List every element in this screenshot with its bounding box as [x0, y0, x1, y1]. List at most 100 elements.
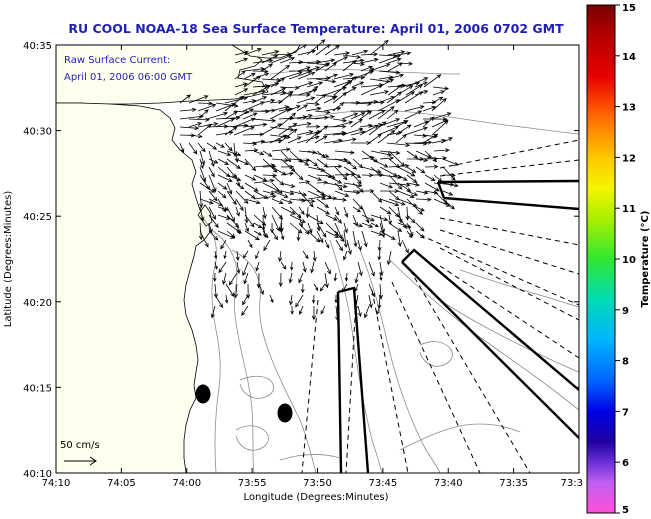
current-vector-arrow	[199, 182, 216, 193]
current-vector-arrow	[404, 126, 428, 136]
current-vector-arrow	[270, 54, 293, 64]
current-vector-arrow	[244, 190, 256, 199]
current-vector-arrow	[370, 222, 380, 228]
current-vector-arrow	[406, 190, 419, 196]
current-vector-arrow	[422, 133, 439, 144]
current-vector-arrow	[415, 150, 432, 159]
current-vector-arrow	[351, 49, 369, 56]
current-vector-arrow	[270, 64, 291, 80]
current-vector-arrow	[315, 78, 337, 84]
current-vector-arrow	[354, 283, 359, 292]
current-vector-arrow	[415, 230, 425, 239]
current-vector-arrow	[406, 174, 418, 184]
current-vector-arrow	[242, 101, 265, 112]
current-vector-arrow	[234, 88, 249, 96]
current-vector-arrow	[361, 230, 368, 248]
current-vector-arrow	[235, 182, 245, 190]
x-tick-label: 74:10	[42, 478, 71, 489]
current-vector-arrow	[343, 172, 356, 177]
current-vector-arrow	[297, 66, 311, 72]
current-vector-arrow	[223, 250, 227, 260]
current-vector-arrow	[260, 123, 283, 136]
current-vector-arrow	[422, 105, 437, 112]
current-vector-arrow	[206, 111, 229, 120]
current-vector-arrow	[406, 214, 416, 224]
current-vector-arrow	[224, 111, 238, 120]
current-vector-arrow	[246, 283, 251, 300]
current-vector-arrow	[199, 150, 206, 166]
current-vector-arrow	[377, 99, 401, 112]
current-vector-arrow	[387, 73, 405, 80]
current-vector-arrow	[415, 206, 425, 212]
current-vector-arrow	[325, 214, 338, 221]
current-vector-arrow	[406, 230, 413, 239]
current-vector-arrow	[334, 214, 342, 224]
current-vector-arrow	[352, 206, 362, 213]
current-vector-arrow	[424, 182, 440, 192]
current-vector-arrow	[244, 182, 259, 192]
current-vector-arrow	[179, 107, 197, 112]
current-vector-arrow	[395, 91, 415, 104]
current-vector-arrow	[413, 140, 433, 145]
current-vector-arrow	[235, 190, 249, 205]
current-vector-arrow	[278, 92, 293, 104]
current-vector-arrow	[197, 109, 209, 120]
current-vector-arrow	[397, 230, 402, 248]
current-vector-arrow	[332, 102, 345, 112]
current-vector-arrow	[243, 250, 249, 259]
current-vector-arrow	[299, 305, 304, 315]
current-vector-arrow	[270, 222, 275, 234]
x-tick-label: 73:3	[561, 478, 583, 489]
current-vector-arrow	[218, 261, 227, 274]
current-vector-arrow	[314, 110, 331, 115]
current-vector-arrow	[314, 93, 327, 104]
current-vector-arrow	[261, 55, 279, 64]
current-vector-arrow	[388, 222, 403, 232]
current-vector-arrow	[311, 305, 317, 321]
current-vector-arrow	[433, 198, 451, 207]
current-vector-arrow	[379, 230, 396, 240]
current-vector-arrow	[253, 150, 265, 156]
x-tick-label: 74:05	[107, 478, 136, 489]
current-vector-arrow	[253, 174, 268, 182]
current-vector-arrow	[287, 105, 301, 112]
current-vector-arrow	[386, 142, 411, 148]
current-vector-arrow	[368, 261, 375, 277]
current-vector-arrow	[197, 103, 217, 112]
current-vector-arrow	[343, 182, 363, 188]
current-vector-arrow	[208, 158, 219, 164]
current-vector-arrow	[242, 112, 258, 120]
current-vector-arrow	[333, 80, 353, 96]
current-vector-arrow	[243, 67, 266, 72]
current-vector-arrow	[370, 158, 389, 168]
current-vector-arrow	[305, 206, 310, 219]
current-vector-arrow	[324, 73, 338, 80]
current-vector-arrow	[280, 230, 285, 241]
current-vector-arrow	[300, 283, 305, 294]
current-vector-arrow	[432, 86, 450, 91]
current-vector-arrow	[262, 150, 273, 157]
current-vector-arrow	[315, 58, 336, 64]
current-vector-arrow	[360, 57, 379, 64]
current-vector-arrow	[404, 91, 424, 104]
colorbar-tick-label: 6	[622, 458, 629, 469]
current-vector-arrow	[296, 135, 320, 144]
current-vector-arrow	[332, 120, 354, 128]
current-vector-arrow	[289, 166, 304, 181]
x-tick-label: 73:45	[368, 478, 397, 489]
current-vector-arrow	[324, 62, 338, 72]
current-vector-arrow	[324, 45, 340, 56]
current-vector-arrow	[225, 283, 235, 298]
current-vector-arrow	[302, 250, 309, 260]
current-vector-arrow	[406, 222, 414, 237]
scale-arrow-icon	[64, 456, 97, 466]
current-vector-arrow	[242, 132, 265, 137]
current-vector-arrow	[387, 84, 404, 96]
current-vector-arrow	[280, 182, 296, 188]
current-vector-arrow	[271, 230, 279, 241]
current-vector-arrow	[179, 94, 192, 104]
current-vector-arrow	[342, 76, 358, 88]
y-tick-label: 40:20	[23, 298, 52, 309]
current-vector-arrow	[379, 166, 398, 177]
current-vector-arrow	[271, 214, 280, 232]
